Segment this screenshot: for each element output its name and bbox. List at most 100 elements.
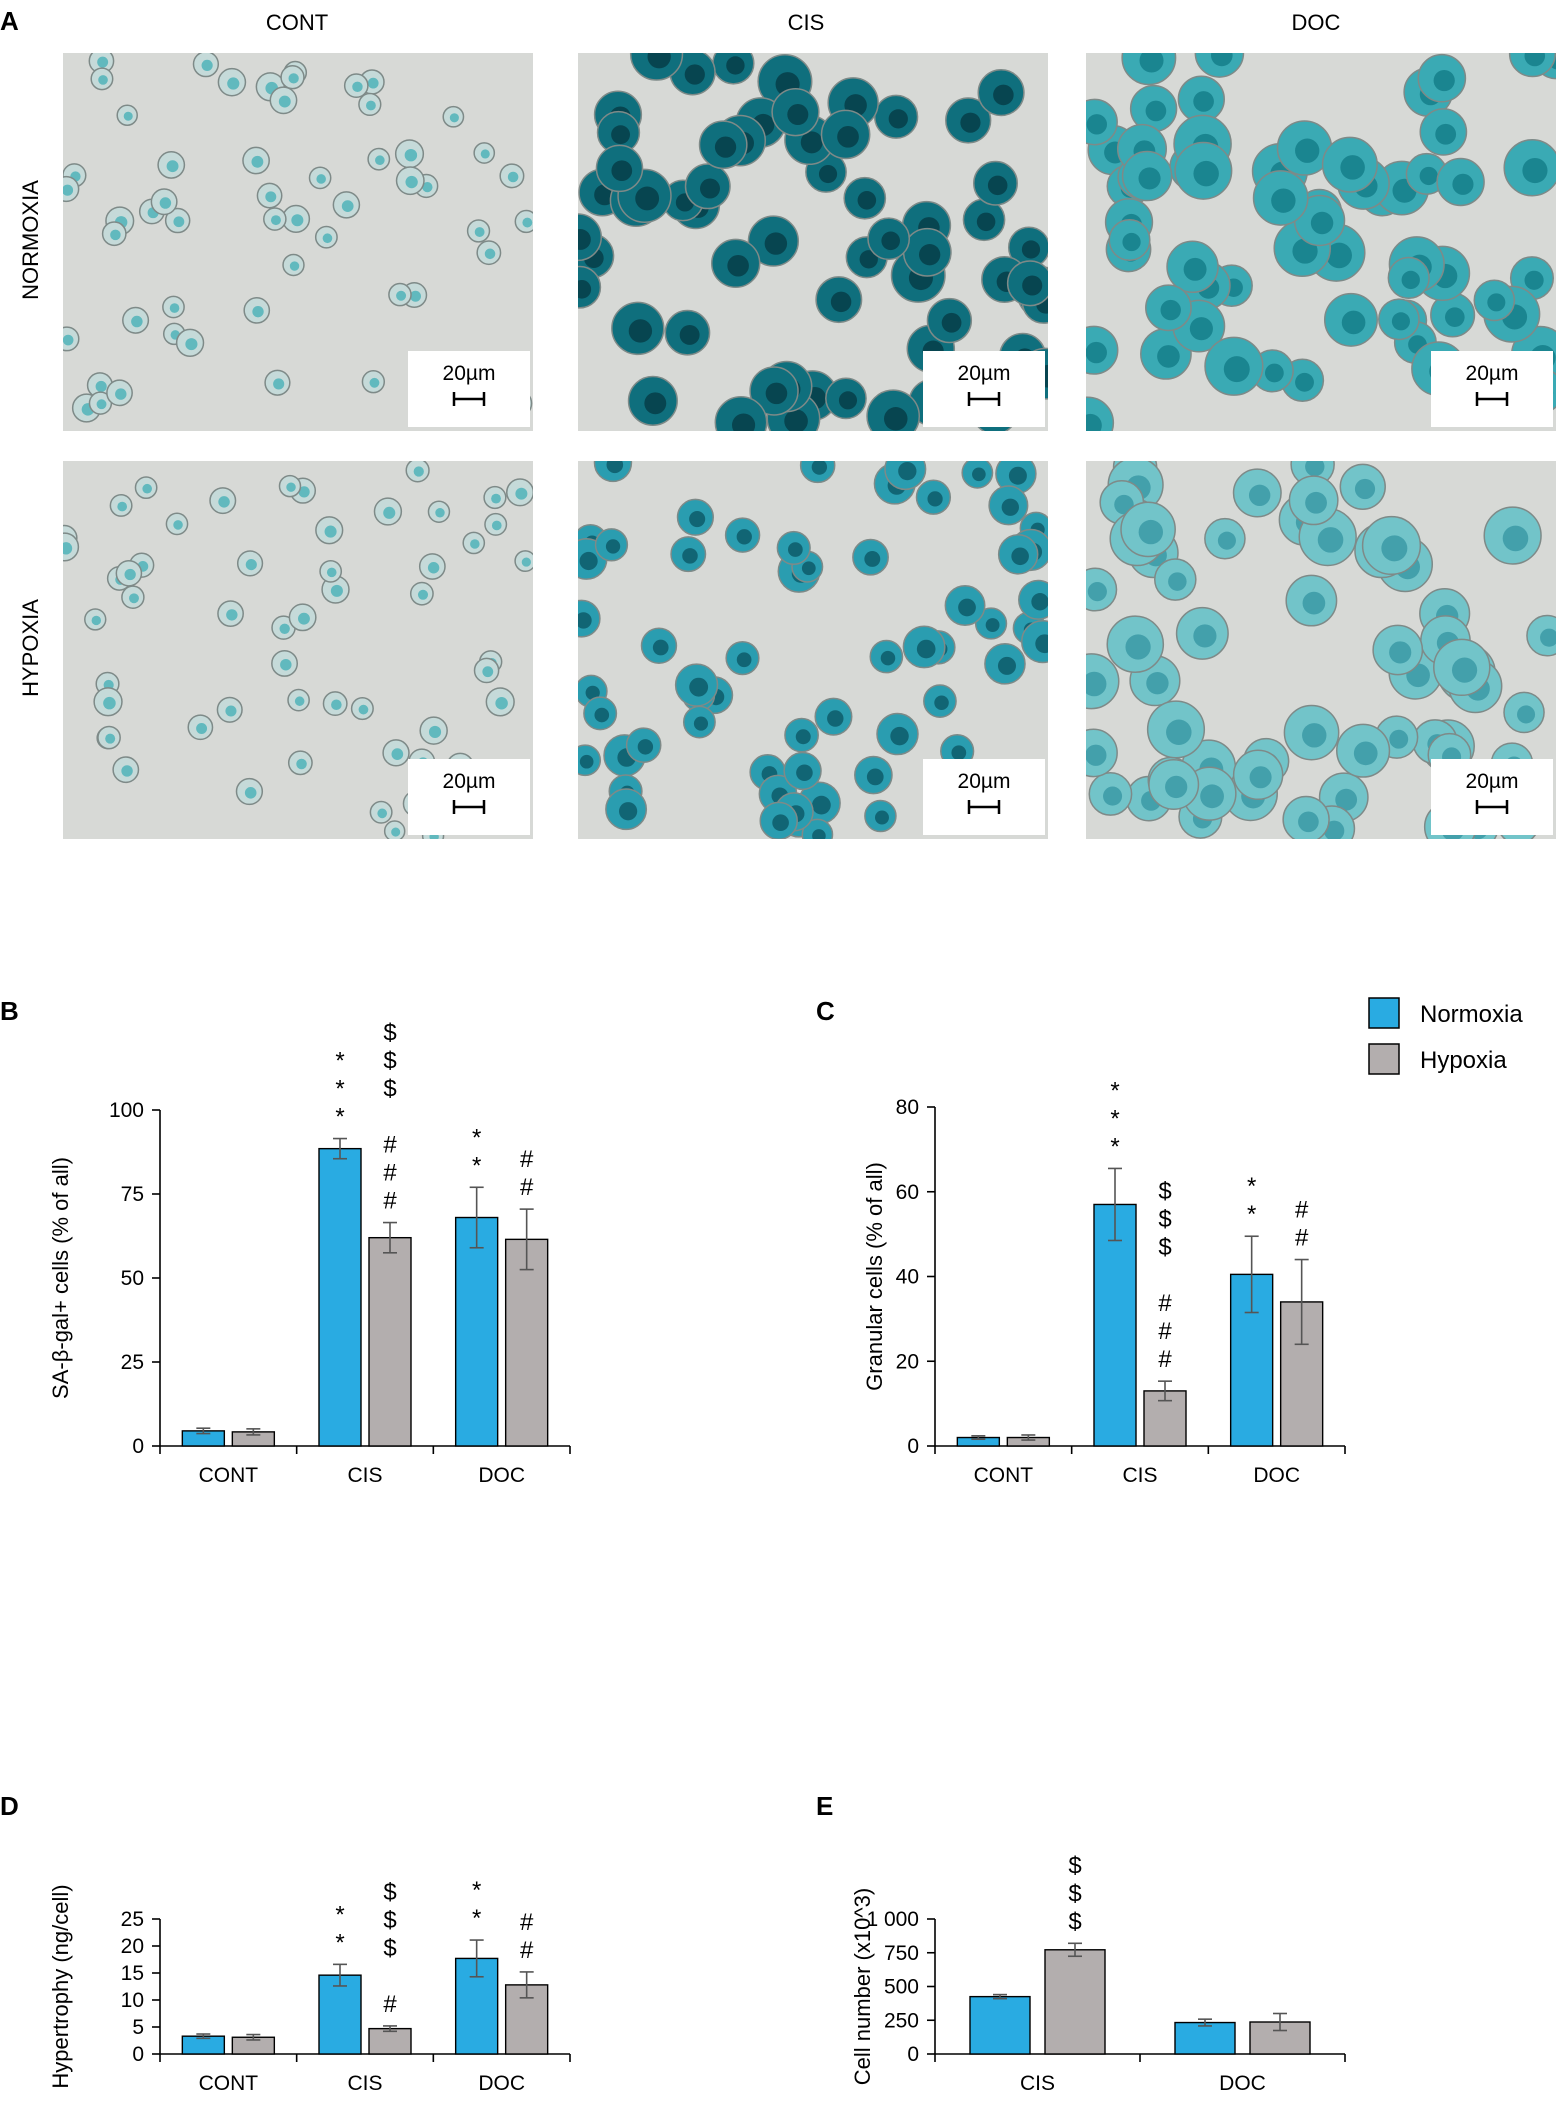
cell-nucleus [326, 567, 337, 578]
cell-nucleus [1189, 317, 1213, 341]
y-tick-label: 0 [132, 1435, 144, 1458]
cell-nucleus [888, 109, 908, 129]
cell-nucleus [288, 73, 299, 84]
cell-nucleus [391, 748, 404, 760]
cell-nucleus [123, 111, 133, 121]
micrograph-normoxia-doc [1086, 53, 1556, 431]
cell-nucleus [585, 685, 600, 700]
bar-normoxia-doc [454, 1216, 499, 1447]
cell-nucleus [1340, 155, 1365, 180]
cell-nucleus [63, 542, 73, 555]
x-tick-label: CONT [199, 1464, 259, 1487]
cell-nucleus [765, 382, 788, 405]
cell-nucleus [684, 64, 705, 85]
significance-marker: # [1158, 1318, 1172, 1345]
cell-nucleus [1193, 160, 1219, 187]
cell-nucleus [1157, 345, 1180, 368]
bar-normoxia-cis [969, 1995, 1031, 2055]
cell-nucleus [244, 786, 257, 799]
significance-marker: * [335, 1048, 344, 1075]
cell-nucleus [578, 229, 591, 250]
chart-d: D Hypertrophy (ng/cell) 0 5 10 15 20 25 CONT CIS D… [0, 1791, 571, 2095]
cell-nucleus [1517, 705, 1536, 724]
cell-nucleus [1248, 484, 1271, 507]
scale-bar-label: 20µm [958, 362, 1011, 385]
bar-normoxia-cis [1093, 1203, 1137, 1447]
cell-nucleus [515, 487, 528, 500]
cell-nucleus [1353, 741, 1378, 766]
column-header-doc: DOC [1292, 10, 1341, 35]
significance-marker: * [1110, 1077, 1119, 1104]
significance-marker: # [520, 1146, 534, 1173]
significance-marker: $ [383, 1020, 396, 1047]
cell-nucleus [1168, 572, 1187, 591]
cell-nucleus [316, 174, 326, 184]
cell-nucleus [1249, 766, 1272, 789]
cell-nucleus [166, 160, 179, 173]
cell-nucleus [919, 244, 941, 266]
cell-nucleus [1193, 91, 1214, 112]
cell-nucleus [941, 312, 962, 333]
significance-marker: $ [383, 1076, 396, 1103]
cell-nucleus [628, 319, 653, 343]
cell-nucleus [1354, 478, 1376, 500]
cell-nucleus [972, 467, 986, 482]
cell-nucleus [859, 250, 878, 269]
cell-nucleus [201, 59, 213, 71]
cell-nucleus [679, 324, 700, 345]
significance-marker: * [472, 1905, 481, 1932]
cell-nucleus [1210, 53, 1233, 67]
significance-marker: # [383, 1991, 397, 2018]
cell-nucleus [404, 148, 418, 162]
cell-nucleus [322, 233, 333, 244]
micrograph-hypoxia-cis [578, 461, 1048, 839]
scale-bar: 20µm [923, 759, 1045, 835]
y-axis-label: SA-β-gal+ cells (% of all) [48, 1157, 73, 1399]
cell-nucleus [185, 338, 198, 351]
x-tick-label: DOC [1219, 2072, 1266, 2095]
cell-nucleus [993, 84, 1014, 106]
y-tick-label: 750 [884, 1942, 919, 1965]
cell-nucleus [491, 520, 502, 531]
x-tick-label: CIS [1122, 1464, 1157, 1487]
significance-marker: # [383, 1188, 397, 1215]
cell-nucleus [422, 181, 433, 193]
cell-nucleus [1086, 671, 1107, 697]
significance-marker: $ [1068, 1908, 1081, 1935]
row-header-hypoxia: HYPOXIA [18, 599, 43, 697]
significance-marker: # [383, 1132, 397, 1159]
cell-nucleus [1326, 242, 1352, 269]
bar-hypoxia-cis [368, 1236, 412, 1447]
cell-nucleus [1419, 166, 1438, 186]
legend: Normoxia Hypoxia [1368, 997, 1523, 1075]
y-axis-label: Cell number (x10^3) [850, 1888, 875, 2085]
cell-nucleus [435, 508, 445, 518]
cell-nucleus [1193, 624, 1217, 648]
cell-nucleus [95, 380, 107, 393]
cell-nucleus [1452, 173, 1474, 195]
cell-nucleus [772, 814, 789, 832]
cell-nucleus [409, 290, 421, 302]
cell-nucleus [1389, 641, 1412, 664]
cell-nucleus [491, 493, 501, 504]
cell-nucleus [1086, 744, 1107, 766]
cell-nucleus [105, 733, 116, 744]
cell-nucleus [1502, 525, 1529, 552]
cell-nucleus [1389, 729, 1409, 749]
cell-nucleus [391, 827, 401, 837]
cell-nucleus [1302, 591, 1326, 615]
cell-nucleus [375, 155, 385, 166]
cell-nucleus [227, 77, 240, 90]
cell-nucleus [1540, 628, 1556, 647]
cell-nucleus [159, 197, 172, 209]
cell-nucleus [173, 216, 185, 228]
significance-marker: $ [1068, 1880, 1081, 1907]
cell-nucleus [1223, 356, 1250, 383]
panel-b-letter: B [0, 996, 19, 1026]
column-header-cont: CONT [266, 10, 328, 35]
y-tick-label: 1 000 [866, 1908, 919, 1931]
cell-nucleus [289, 261, 300, 271]
column-header-cis: CIS [788, 10, 825, 35]
cell-nucleus [1086, 341, 1107, 364]
cell-nucleus [1086, 114, 1107, 135]
